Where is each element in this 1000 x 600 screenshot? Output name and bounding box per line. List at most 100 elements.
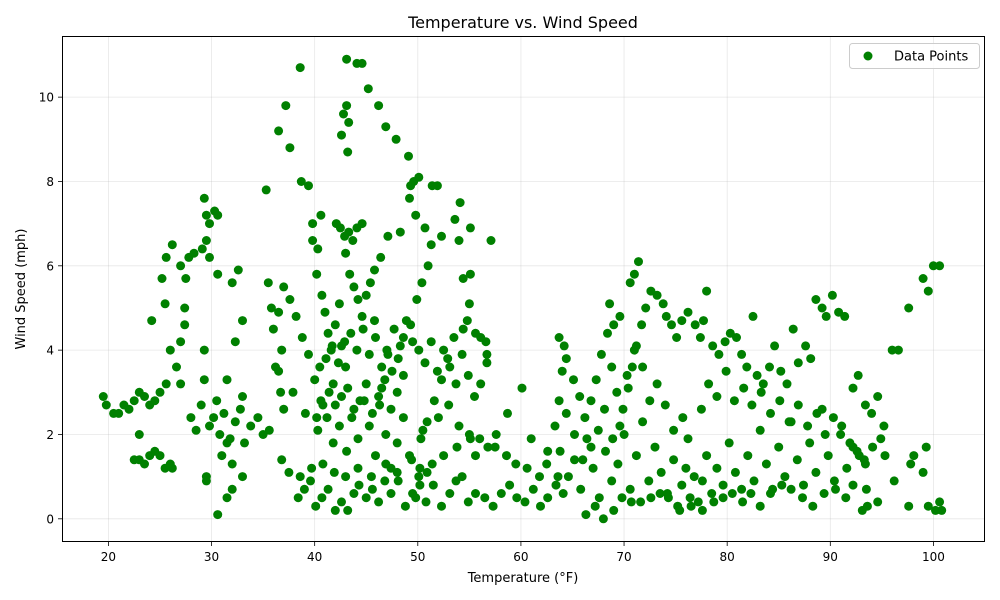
data-point: [550, 421, 560, 431]
data-point: [848, 383, 858, 393]
data-point: [629, 269, 639, 279]
data-point: [857, 505, 867, 515]
data-point: [300, 408, 310, 418]
data-point: [377, 383, 387, 393]
data-point: [720, 337, 730, 347]
data-point: [470, 392, 479, 401]
data-point: [819, 489, 829, 498]
data-point: [586, 442, 596, 452]
data-point: [318, 400, 328, 410]
data-point: [683, 307, 693, 317]
data-point: [279, 282, 289, 292]
data-point: [380, 375, 390, 385]
data-point: [799, 480, 808, 490]
data-point: [219, 408, 229, 418]
data-point: [780, 472, 790, 482]
data-point: [341, 362, 351, 372]
data-point: [471, 489, 480, 498]
y-tick-label: 0: [46, 512, 54, 526]
data-point: [353, 434, 363, 444]
data-point: [323, 484, 333, 494]
data-point: [690, 320, 700, 330]
data-point: [631, 451, 641, 461]
data-point: [570, 455, 579, 465]
x-axis-ticks: 20 30 40 50 60 70 80 90 100: [101, 542, 945, 564]
data-point: [761, 459, 771, 469]
data-point: [702, 286, 712, 296]
data-point: [101, 400, 111, 410]
data-point: [304, 181, 313, 191]
data-point: [626, 497, 636, 507]
data-point: [749, 476, 759, 486]
data-point: [222, 375, 232, 385]
data-point: [615, 311, 625, 321]
data-point: [738, 497, 748, 507]
data-point: [310, 375, 320, 385]
data-point: [837, 421, 847, 431]
data-point: [437, 375, 446, 385]
data-point: [261, 185, 271, 195]
data-point: [697, 476, 707, 486]
data-point: [422, 467, 432, 477]
data-point: [743, 451, 753, 461]
data-point: [167, 240, 177, 250]
data-point: [375, 400, 385, 410]
data-point: [526, 434, 536, 444]
data-point: [176, 337, 186, 347]
data-point: [180, 320, 190, 330]
data-point: [165, 345, 175, 355]
data-point: [291, 311, 301, 321]
data-point: [792, 455, 802, 465]
data-point: [805, 438, 815, 448]
data-point: [308, 219, 318, 229]
data-point: [427, 459, 437, 469]
data-point: [554, 333, 564, 342]
data-point: [601, 446, 610, 456]
chart-title: Temperature vs. Wind Speed: [407, 13, 638, 32]
data-point: [798, 493, 807, 503]
data-point: [353, 295, 363, 304]
data-point: [230, 337, 240, 347]
data-point: [422, 417, 432, 427]
data-point: [386, 489, 396, 498]
data-point: [357, 219, 367, 229]
data-point: [737, 349, 747, 359]
data-point: [285, 295, 295, 304]
data-point: [334, 421, 344, 431]
data-point: [663, 493, 673, 503]
data-point: [609, 505, 619, 515]
data-point: [452, 442, 462, 452]
data-point: [296, 177, 306, 186]
data-point: [667, 320, 676, 330]
data-point: [406, 181, 416, 191]
data-point: [755, 501, 765, 511]
data-point: [675, 505, 685, 515]
data-point: [677, 480, 687, 490]
data-point: [341, 248, 351, 258]
data-point: [528, 484, 538, 494]
data-point: [512, 493, 522, 503]
data-point: [570, 430, 579, 439]
data-point: [205, 219, 214, 229]
data-point: [450, 214, 460, 224]
data-point: [155, 387, 165, 397]
x-tick-label: 30: [204, 550, 219, 564]
data-point: [363, 84, 373, 94]
data-point: [176, 261, 186, 271]
data-point: [575, 392, 585, 401]
data-point: [395, 341, 405, 351]
data-point: [391, 134, 401, 144]
data-point: [608, 434, 618, 444]
data-point: [155, 451, 165, 461]
x-tick-label: 40: [307, 550, 322, 564]
data-point: [607, 362, 617, 372]
data-point: [181, 274, 191, 283]
x-tick-label: 80: [720, 550, 735, 564]
data-point: [618, 404, 628, 414]
data-point: [812, 408, 822, 418]
data-point: [238, 392, 247, 401]
data-point: [580, 413, 590, 423]
data-point: [454, 236, 464, 245]
data-point: [222, 438, 232, 448]
